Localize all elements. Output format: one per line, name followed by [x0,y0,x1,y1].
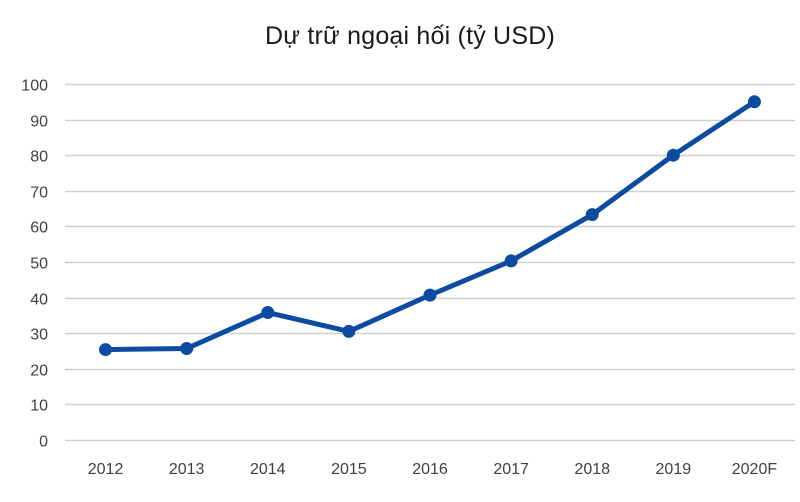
y-tick-label: 90 [30,114,48,131]
x-tick-label: 2013 [169,461,205,478]
chart-title: Dự trữ ngoại hối (tỷ USD) [265,22,555,50]
data-point-marker [747,95,761,109]
y-tick-label: 30 [30,327,48,344]
y-axis: 0 10 20 30 40 50 60 70 80 90 100 [21,78,48,451]
data-point-marker [342,324,356,338]
y-tick-label: 100 [21,78,48,95]
data-point-marker [504,254,518,268]
x-tick-label: 2019 [656,461,692,478]
data-point-marker [180,342,194,356]
x-tick-label: 2017 [493,461,529,478]
data-point-marker [666,148,680,162]
data-point-marker [99,343,113,357]
y-tick-label: 0 [39,434,48,451]
x-tick-label: 2020F [732,461,778,478]
y-tick-label: 20 [30,363,48,380]
y-tick-label: 80 [30,149,48,166]
data-point-marker [585,208,599,222]
series-line [103,99,757,353]
x-axis: 2012 2013 2014 2015 2016 2017 2018 2019 2020F [88,461,778,478]
x-tick-label: 2015 [331,461,367,478]
data-series [99,95,761,357]
x-tick-label: 2016 [412,461,448,478]
data-point-marker [261,306,275,320]
gridlines [65,83,795,442]
x-tick-label: 2014 [250,461,286,478]
y-tick-label: 10 [30,398,48,415]
data-point-marker [423,288,437,302]
x-tick-label: 2018 [574,461,610,478]
y-tick-label: 40 [30,292,48,309]
x-tick-label: 2012 [88,461,124,478]
y-tick-label: 60 [30,220,48,237]
y-tick-label: 70 [30,185,48,202]
y-tick-label: 50 [30,256,48,273]
